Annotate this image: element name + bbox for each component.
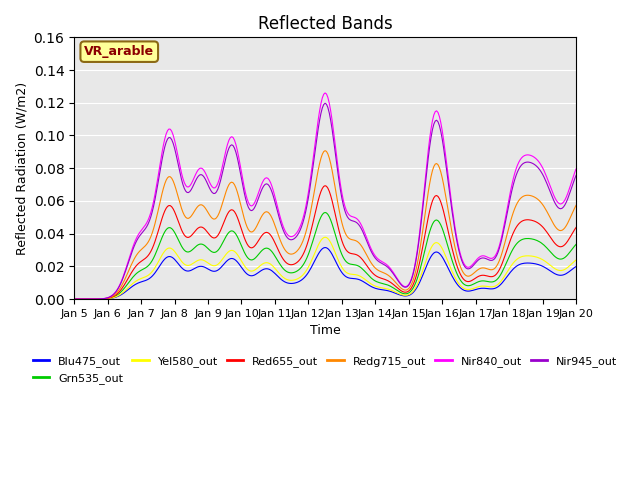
Blu475_out	[358, 277, 365, 283]
Red655_out	[70, 296, 78, 302]
Nir945_out	[358, 226, 365, 232]
Grn535_out	[512, 241, 520, 247]
Legend: Blu475_out, Grn535_out, Yel580_out, Red655_out, Redg715_out, Nir840_out, Nir945_: Blu475_out, Grn535_out, Yel580_out, Red6…	[28, 352, 622, 388]
Blu475_out	[512, 264, 520, 269]
Red655_out	[164, 204, 172, 209]
Yel580_out	[321, 234, 329, 240]
Text: VR_arable: VR_arable	[84, 45, 154, 58]
Grn535_out	[321, 210, 329, 216]
Nir945_out	[84, 296, 92, 302]
Grn535_out	[358, 265, 365, 271]
Yel580_out	[84, 296, 92, 302]
Line: Nir840_out: Nir840_out	[74, 93, 576, 299]
Nir840_out	[385, 264, 393, 270]
Blu475_out	[84, 296, 92, 302]
Nir945_out	[512, 172, 520, 178]
Nir840_out	[358, 222, 365, 228]
Blu475_out	[572, 264, 580, 269]
Nir945_out	[374, 258, 382, 264]
Redg715_out	[572, 203, 580, 208]
Nir945_out	[164, 136, 172, 142]
Red655_out	[572, 225, 580, 230]
Red655_out	[512, 225, 520, 230]
Redg715_out	[164, 175, 172, 180]
Red655_out	[84, 296, 92, 302]
Line: Redg715_out: Redg715_out	[74, 151, 576, 299]
Line: Nir945_out: Nir945_out	[74, 103, 576, 299]
Nir840_out	[321, 90, 329, 96]
Grn535_out	[572, 241, 580, 247]
Nir840_out	[374, 256, 382, 262]
X-axis label: Time: Time	[310, 324, 340, 337]
Blu475_out	[70, 296, 78, 302]
Grn535_out	[70, 296, 78, 302]
Redg715_out	[358, 243, 365, 249]
Grn535_out	[84, 296, 92, 302]
Red655_out	[321, 183, 329, 189]
Line: Yel580_out: Yel580_out	[74, 237, 576, 299]
Redg715_out	[84, 296, 92, 302]
Grn535_out	[164, 226, 172, 231]
Redg715_out	[512, 203, 520, 208]
Redg715_out	[321, 148, 329, 154]
Line: Blu475_out: Blu475_out	[74, 248, 576, 299]
Nir840_out	[572, 166, 580, 172]
Nir945_out	[70, 296, 78, 302]
Yel580_out	[70, 296, 78, 302]
Nir945_out	[572, 173, 580, 179]
Red655_out	[358, 255, 365, 261]
Redg715_out	[374, 267, 382, 273]
Blu475_out	[374, 286, 382, 292]
Redg715_out	[385, 273, 393, 279]
Blu475_out	[385, 288, 393, 294]
Yel580_out	[374, 284, 382, 290]
Nir840_out	[512, 166, 520, 172]
Yel580_out	[572, 257, 580, 263]
Title: Reflected Bands: Reflected Bands	[258, 15, 392, 33]
Yel580_out	[164, 246, 172, 252]
Yel580_out	[512, 257, 520, 263]
Y-axis label: Reflected Radiation (W/m2): Reflected Radiation (W/m2)	[15, 82, 28, 255]
Blu475_out	[164, 254, 172, 260]
Grn535_out	[374, 279, 382, 285]
Line: Red655_out: Red655_out	[74, 186, 576, 299]
Nir945_out	[321, 100, 329, 106]
Nir840_out	[164, 128, 172, 133]
Nir840_out	[70, 296, 78, 302]
Blu475_out	[321, 245, 329, 251]
Nir840_out	[84, 296, 92, 302]
Yel580_out	[385, 287, 393, 292]
Grn535_out	[385, 283, 393, 288]
Nir945_out	[385, 266, 393, 272]
Red655_out	[374, 274, 382, 280]
Red655_out	[385, 278, 393, 284]
Line: Grn535_out: Grn535_out	[74, 213, 576, 299]
Yel580_out	[358, 274, 365, 280]
Redg715_out	[70, 296, 78, 302]
